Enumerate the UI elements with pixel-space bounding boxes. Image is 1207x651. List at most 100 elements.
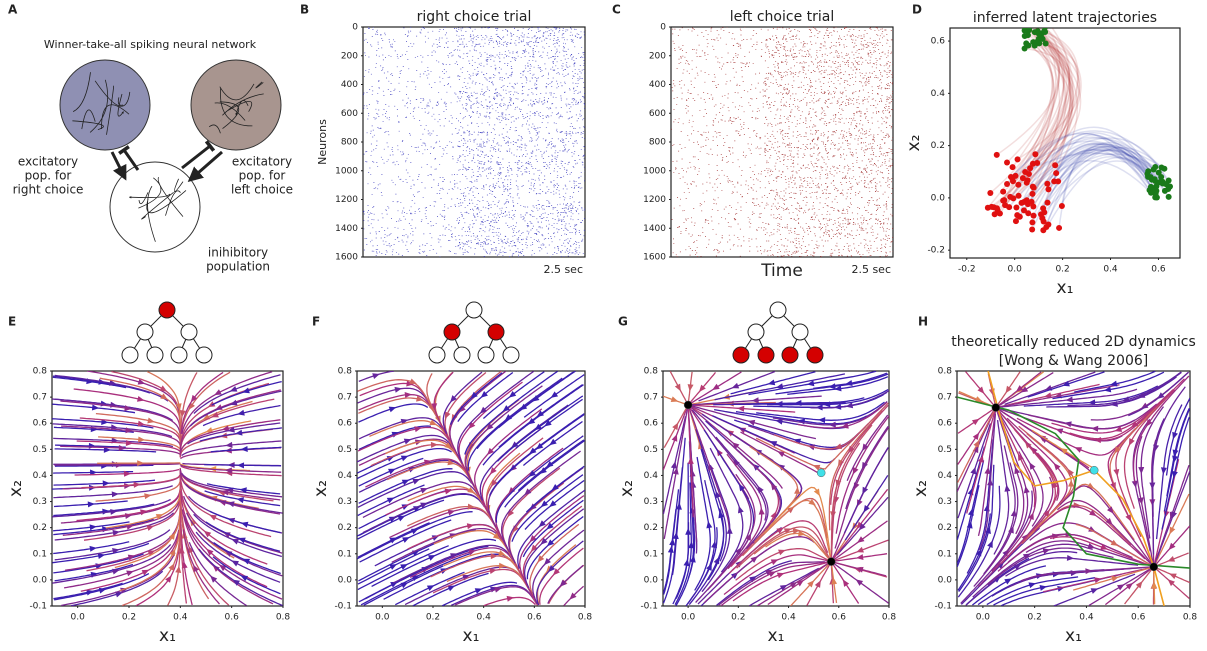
x-tick-label: 0.0: [976, 613, 991, 623]
flow-arrow: [815, 579, 824, 588]
flow-arrow: [372, 371, 381, 379]
y-tick-label: -0.2: [927, 246, 945, 256]
flow-arrow: [102, 508, 110, 515]
flow-arrow: [1160, 467, 1167, 475]
trajectory-start: [1014, 212, 1020, 218]
y-tick-label: 0.3: [938, 497, 952, 507]
flow-arrow: [736, 505, 744, 513]
trajectory-start: [1008, 174, 1014, 180]
flow-arrow: [401, 453, 410, 461]
streamline: [189, 496, 283, 533]
flow-arrow: [1168, 571, 1177, 579]
y-tick-label: 0.0: [938, 575, 953, 585]
tree-node: [503, 347, 519, 363]
flow-arrow: [672, 433, 680, 442]
y-tick-label: 0.3: [644, 497, 658, 507]
flow-arrow: [771, 557, 780, 565]
trajectory-start: [1044, 181, 1050, 187]
flow-arrow: [499, 563, 506, 569]
flow-arrow: [808, 499, 817, 508]
y-tick-label: 0.6: [338, 419, 353, 429]
flow-arrow: [230, 558, 239, 567]
plot-area: [671, 27, 894, 257]
flow-arrow: [431, 442, 438, 448]
flow-arrow: [685, 528, 691, 535]
flow-arrow: [794, 400, 801, 406]
x-tick-label: 0.6: [527, 613, 542, 623]
y-tick-label: 0.2: [644, 523, 658, 533]
tree-node: [429, 347, 445, 363]
y-tick-label: 0.4: [938, 471, 953, 481]
y-axis-label: x₂: [311, 480, 331, 497]
flow-arrow: [240, 520, 248, 528]
trajectory-start: [1015, 156, 1021, 162]
streamline: [87, 496, 181, 571]
flow-arrow: [861, 505, 870, 514]
trajectory-end: [1161, 166, 1167, 172]
streamline: [359, 404, 428, 422]
panel-title: theoretically reduced 2D dynamics: [951, 334, 1196, 350]
streamline: [1040, 484, 1135, 540]
y-tick-label: 0.5: [33, 445, 47, 455]
flow-arrow: [758, 507, 764, 514]
spike-raster: [363, 27, 586, 257]
trajectory-start: [1045, 186, 1051, 192]
x-tick-label: 0.6: [1131, 613, 1146, 623]
trajectory-end: [1023, 40, 1029, 46]
y-tick-label: 0.8: [33, 367, 48, 377]
trajectory-end: [1166, 194, 1172, 200]
y-tick-label: 0.5: [938, 445, 952, 455]
x-axis-label: x₁: [463, 626, 480, 646]
trajectory-start: [1031, 213, 1037, 219]
trajectory-start: [1024, 180, 1030, 186]
y-axis-label: x₂: [904, 135, 924, 152]
panel-letter: D: [912, 3, 922, 17]
flow-arrow: [405, 391, 413, 398]
trajectory-start: [1029, 219, 1035, 225]
x-tick-label: 0.4: [1103, 265, 1118, 275]
fixed-point: [1090, 466, 1098, 474]
y-tick-label: 1000: [643, 166, 666, 176]
y-tick-label: 0: [352, 23, 358, 33]
flow-arrow: [814, 489, 823, 498]
streamline: [475, 409, 542, 513]
trajectory-end: [1148, 175, 1154, 181]
plot-area: [357, 371, 585, 606]
trajectory-start: [1051, 178, 1057, 184]
y-tick-label: -0.1: [934, 602, 952, 612]
trajectory-end: [1154, 195, 1160, 201]
fixed-point: [1150, 563, 1158, 571]
flow-arrow: [1094, 437, 1101, 443]
flow-arrow: [794, 487, 800, 494]
x-axis-label: x₁: [159, 626, 176, 646]
tree-node: [770, 302, 786, 318]
fixed-point: [817, 469, 825, 477]
tree-node: [122, 347, 138, 363]
trajectory-start: [1006, 204, 1012, 210]
flow-arrow: [237, 462, 244, 468]
streamline: [81, 468, 180, 488]
flow-arrow: [389, 404, 398, 412]
trajectory-start: [1032, 151, 1038, 157]
y-tick-label: 0.2: [938, 523, 952, 533]
x-tick-label: 0.2: [1055, 265, 1069, 275]
y-tick-label: 400: [341, 80, 358, 90]
tree-node: [147, 347, 163, 363]
x-tick-label: 0.2: [426, 613, 440, 623]
y-tick-label: 0.7: [33, 393, 47, 403]
spike-raster: [671, 27, 894, 257]
flow-arrow: [987, 539, 995, 548]
x-tick-label: 0.4: [173, 613, 188, 623]
panel-title: right choice trial: [417, 9, 532, 25]
plot-area: [957, 371, 1190, 606]
y-tick-label: -0.1: [640, 602, 658, 612]
y-tick-label: 600: [649, 109, 666, 119]
x-tick-label: 0.4: [781, 613, 796, 623]
trajectory-end: [1036, 31, 1042, 37]
trajectory-end: [1151, 167, 1157, 173]
y-tick-label: 0.1: [33, 549, 47, 559]
tree-node: [807, 347, 823, 363]
trajectory-start: [1025, 210, 1031, 216]
y-tick-label: 800: [649, 138, 666, 148]
y-tick-label: 0.6: [644, 419, 659, 429]
